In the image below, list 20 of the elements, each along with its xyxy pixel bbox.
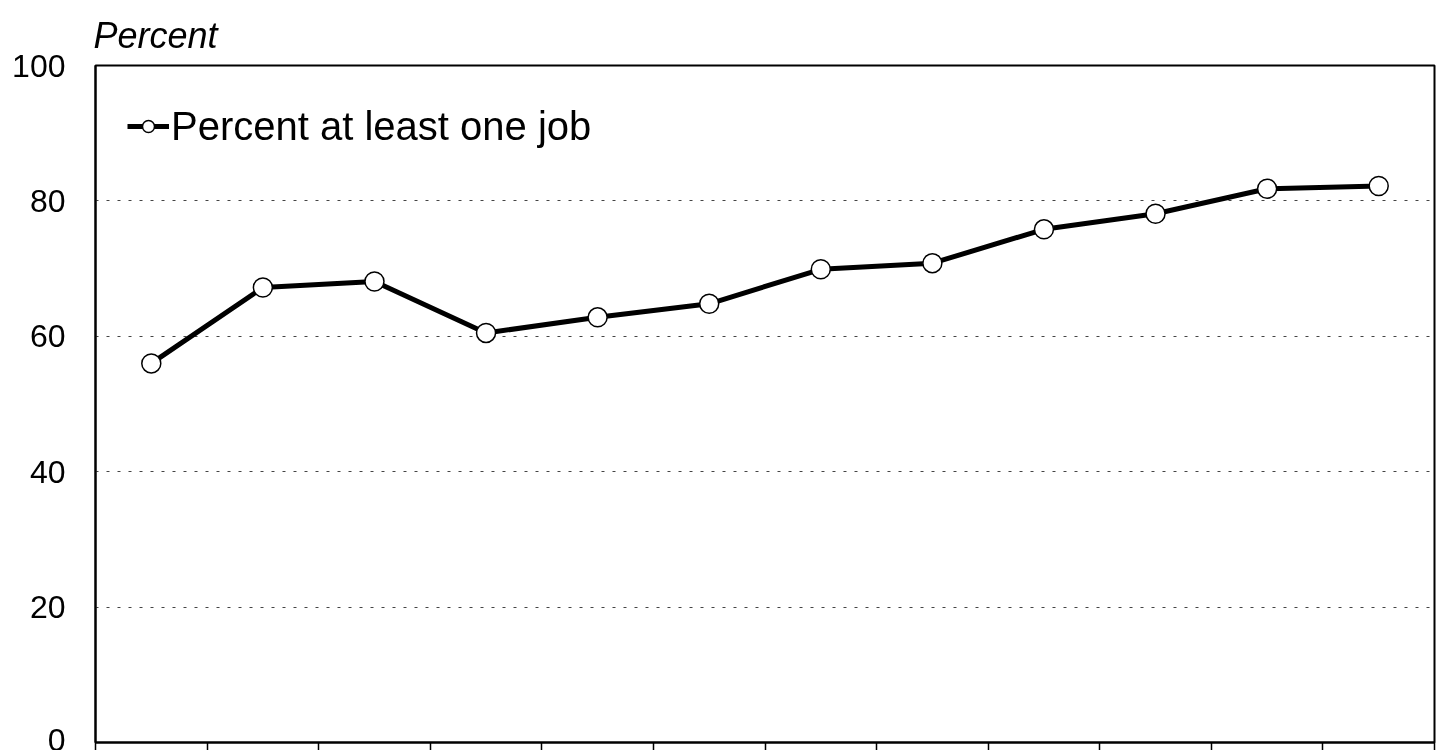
- y-tick-label: 100: [12, 47, 66, 84]
- y-tick-label: 40: [29, 453, 66, 490]
- y-tick-label: 60: [29, 318, 66, 355]
- point: [364, 271, 385, 292]
- legend-label: Percent at least one job: [171, 102, 592, 150]
- point: [252, 277, 274, 298]
- point: [141, 353, 162, 374]
- y-axis-title: Percent: [93, 14, 220, 56]
- y-tick-label: 0: [47, 721, 66, 750]
- point: [475, 322, 497, 344]
- point: [1256, 178, 1278, 199]
- point: [1033, 219, 1055, 240]
- point: [1145, 203, 1166, 224]
- point: [1368, 175, 1389, 197]
- point: [698, 293, 720, 315]
- y-tick-label: 20: [29, 589, 66, 626]
- point: [810, 259, 832, 280]
- point: [587, 307, 608, 328]
- y-tick-label: 80: [29, 182, 66, 219]
- point: [922, 252, 943, 274]
